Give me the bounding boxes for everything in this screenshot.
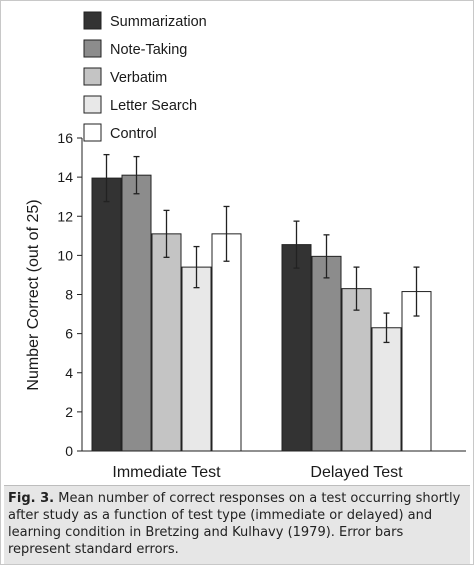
- legend-label: Letter Search: [110, 98, 197, 114]
- y-tick-label: 16: [57, 130, 73, 146]
- caption-label: Fig. 3.: [8, 491, 55, 506]
- y-tick-label: 2: [65, 404, 73, 420]
- legend: Summarization Note-Taking Verbatim Letter S…: [83, 11, 207, 142]
- legend-label: Note-Taking: [110, 42, 187, 58]
- legend-swatch: [83, 67, 102, 86]
- y-tick-label: 6: [65, 326, 73, 342]
- axes: 0 2 4 6 8 10 12 14 16 Immediate Test Delayed Test: [57, 130, 466, 481]
- legend-label: Summarization: [110, 14, 207, 30]
- legend-swatch: [83, 39, 102, 58]
- bars: [91, 153, 432, 452]
- y-axis-label: Number Correct (out of 25): [25, 199, 42, 390]
- legend-swatch: [83, 95, 102, 114]
- x-category-label: Delayed Test: [310, 464, 403, 481]
- legend-swatch: [83, 11, 102, 30]
- bar-note-taking-delayed: [311, 255, 342, 452]
- figure-caption: Fig. 3. Mean number of correct responses…: [8, 490, 468, 558]
- y-tick-label: 0: [65, 443, 73, 459]
- caption-text: Mean number of correct responses on a te…: [8, 491, 461, 557]
- bar-control-delayed: [401, 291, 432, 452]
- legend-swatch: [83, 123, 102, 142]
- y-tick-label: 4: [65, 365, 73, 381]
- legend-label: Verbatim: [110, 70, 167, 86]
- bar-control-immediate: [211, 233, 242, 452]
- bar-letter-search-delayed: [371, 327, 402, 452]
- y-tick-label: 10: [57, 247, 73, 263]
- bar-verbatim-immediate: [151, 233, 182, 452]
- y-tick-label: 14: [57, 169, 73, 185]
- bar-verbatim-delayed: [341, 288, 372, 452]
- y-tick-label: 8: [65, 287, 73, 303]
- bar-note-taking-immediate: [121, 174, 152, 452]
- bar-chart: Summarization Note-Taking Verbatim Letter S…: [25, 11, 466, 481]
- y-tick-label: 12: [57, 208, 73, 224]
- legend-label: Control: [110, 126, 157, 142]
- bar-letter-search-immediate: [181, 266, 212, 452]
- bar-summarization-immediate: [91, 177, 122, 452]
- caption-box: [4, 485, 470, 564]
- x-category-label: Immediate Test: [112, 464, 221, 481]
- bar-summarization-delayed: [281, 244, 312, 452]
